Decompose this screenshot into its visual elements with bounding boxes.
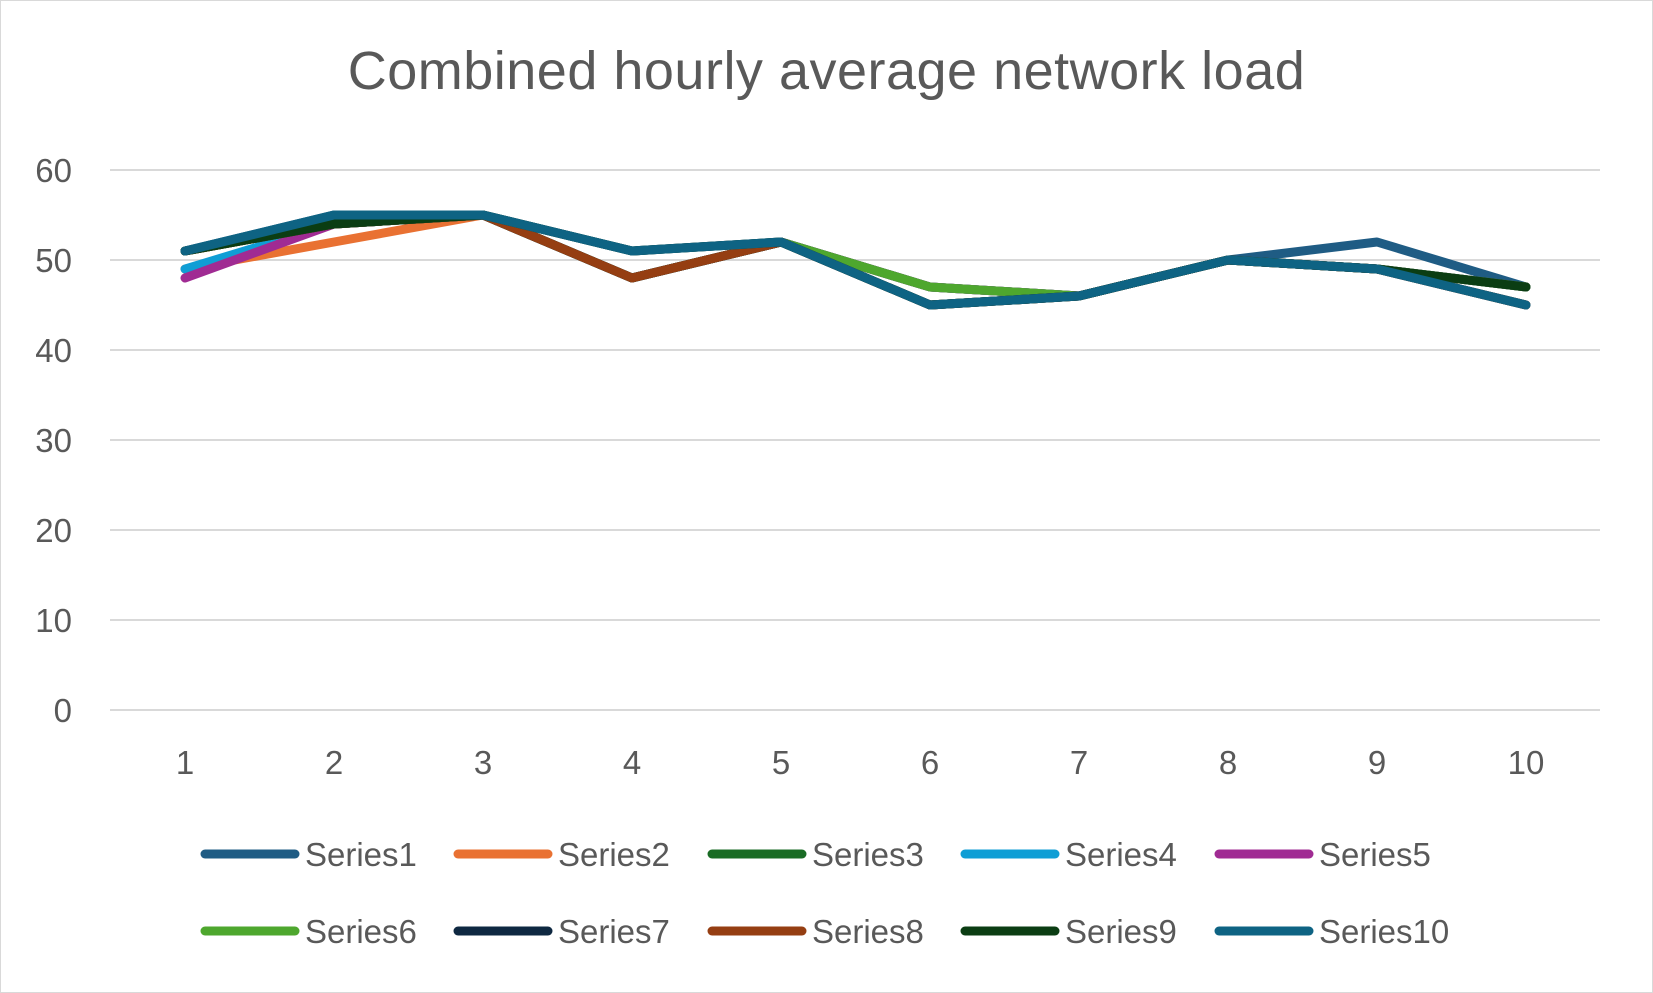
legend-label: Series1	[305, 836, 417, 873]
legend-item-1[interactable]: Series1	[200, 836, 417, 873]
y-axis-tick-labels: 0 10 20 30 40 50 60	[35, 152, 72, 729]
x-tick-label: 6	[921, 744, 939, 781]
x-tick-label: 8	[1219, 744, 1237, 781]
x-tick-label: 3	[474, 744, 492, 781]
series-line-10	[180, 210, 1531, 310]
legend-item-8[interactable]: Series8	[707, 913, 924, 950]
x-tick-label: 9	[1368, 744, 1386, 781]
x-tick-label: 4	[623, 744, 641, 781]
legend-label: Series4	[1065, 836, 1177, 873]
gridlines	[110, 169, 1600, 711]
series-line-4	[180, 210, 1531, 301]
legend: Series1 Series2 Series3 Series4 Series5 Serie…	[200, 836, 1449, 950]
x-tick-label: 7	[1070, 744, 1088, 781]
y-tick-label: 50	[35, 242, 72, 279]
x-tick-label: 2	[325, 744, 343, 781]
y-tick-label: 10	[35, 602, 72, 639]
y-tick-label: 20	[35, 512, 72, 549]
legend-item-7[interactable]: Series7	[453, 913, 670, 950]
legend-label: Series3	[812, 836, 924, 873]
legend-label: Series6	[305, 913, 417, 950]
legend-item-9[interactable]: Series9	[960, 913, 1177, 950]
y-tick-label: 0	[54, 692, 72, 729]
legend-label: Series10	[1319, 913, 1449, 950]
legend-item-2[interactable]: Series2	[453, 836, 670, 873]
x-axis-tick-labels: 1 2 3 4 5 6 7 8 9 10	[176, 744, 1545, 781]
series-line-2	[180, 210, 1531, 301]
x-tick-label: 5	[772, 744, 790, 781]
chart-title: Combined hourly average network load	[347, 41, 1306, 101]
legend-item-6[interactable]: Series6	[200, 913, 417, 950]
series-lines	[180, 210, 1531, 310]
series-line-5	[180, 210, 1531, 301]
legend-label: Series9	[1065, 913, 1177, 950]
legend-label: Series7	[558, 913, 670, 950]
y-tick-label: 30	[35, 422, 72, 459]
y-tick-label: 60	[35, 152, 72, 189]
x-tick-label: 1	[176, 744, 194, 781]
series-line-6	[180, 210, 1531, 301]
legend-label: Series2	[558, 836, 670, 873]
series-line-3	[180, 210, 1531, 301]
legend-item-3[interactable]: Series3	[707, 836, 924, 873]
x-tick-label: 10	[1508, 744, 1545, 781]
legend-label: Series8	[812, 913, 924, 950]
legend-item-10[interactable]: Series10	[1214, 913, 1449, 950]
legend-item-4[interactable]: Series4	[960, 836, 1177, 873]
legend-item-5[interactable]: Series5	[1214, 836, 1431, 873]
y-tick-label: 40	[35, 332, 72, 369]
legend-label: Series5	[1319, 836, 1431, 873]
